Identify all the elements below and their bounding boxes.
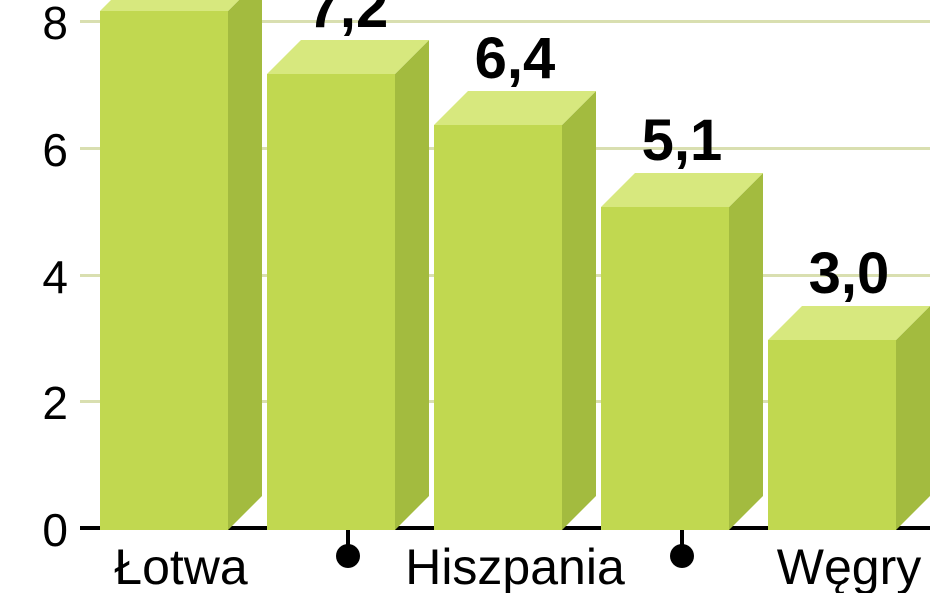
y-tick-label: 6: [8, 123, 68, 177]
category-label: Węgry: [718, 538, 948, 593]
bar-front-face: [434, 125, 562, 530]
bar-side-face: [228, 0, 262, 530]
bar-side-face: [729, 173, 763, 530]
y-tick-label: 4: [8, 250, 68, 304]
bar-chart: 024688,2Łotwa7,26,4Hiszpania5,13,0Węgry: [0, 0, 948, 593]
bar-front-face: [601, 207, 729, 530]
bar-front-face: [100, 11, 228, 530]
bar-value-label: 5,1: [598, 107, 766, 174]
bar-value-label: 3,0: [765, 240, 933, 307]
bar-value-label: 6,4: [431, 25, 599, 92]
bar-value-label: 7,2: [264, 0, 432, 41]
y-tick-label: 8: [8, 0, 68, 50]
bar: [434, 125, 562, 530]
bar-front-face: [267, 74, 395, 530]
bar-front-face: [768, 340, 896, 530]
category-label: Hiszpania: [384, 538, 646, 593]
bar-side-face: [896, 306, 930, 530]
y-tick-label: 2: [8, 376, 68, 430]
category-label: Łotwa: [50, 538, 312, 593]
bar: [768, 340, 896, 530]
tick-dot: [336, 544, 360, 568]
bar-side-face: [562, 91, 596, 530]
bar: [601, 207, 729, 530]
bar: [267, 74, 395, 530]
tick-dot: [670, 544, 694, 568]
bar-side-face: [395, 40, 429, 530]
bar: [100, 11, 228, 530]
